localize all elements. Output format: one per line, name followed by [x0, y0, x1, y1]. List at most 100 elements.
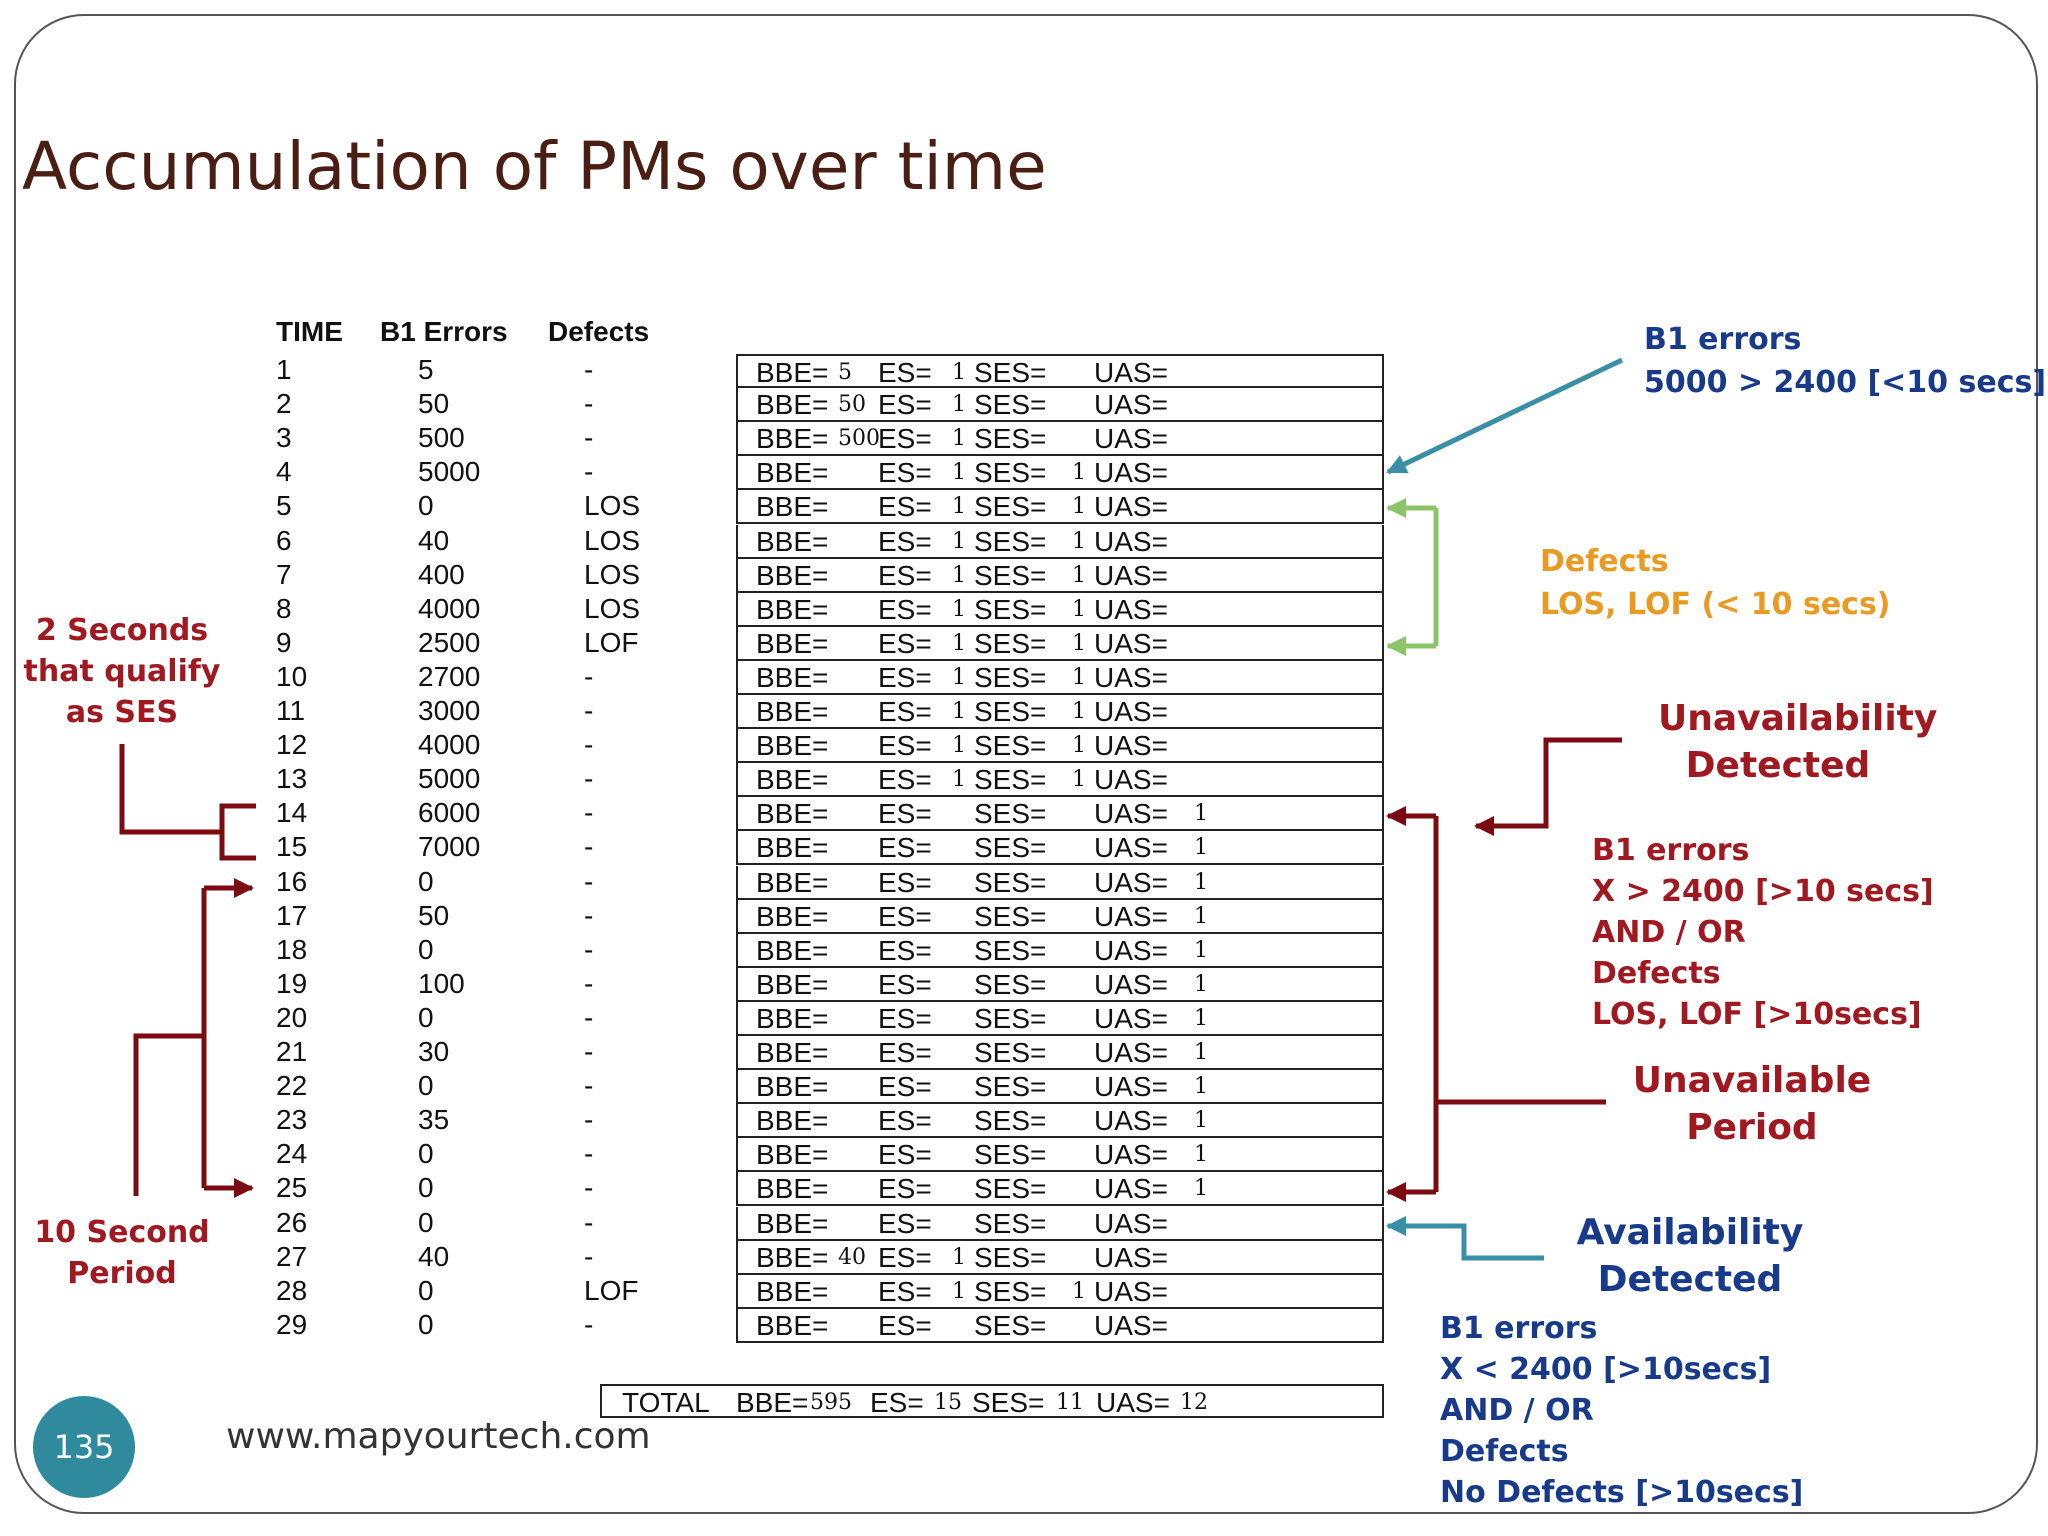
pm-uas-value: 1	[1194, 1142, 1208, 1168]
table-cell-b1: 40	[418, 1240, 450, 1272]
pm-row: BBE= 5 ES= 1 SES= UAS=	[736, 354, 1384, 388]
pm-uas-label: UAS=	[1094, 1037, 1168, 1068]
pm-es-label: ES=	[878, 389, 932, 421]
header-time: TIME	[276, 316, 343, 347]
pm-es-label: ES=	[878, 559, 932, 591]
pm-bbe-label: BBE=	[756, 457, 829, 489]
pm-bbe-value: 50	[838, 392, 866, 418]
pm-uas-label: UAS=	[1094, 525, 1168, 557]
pm-row: BBE= ES= SES= UAS= 1	[736, 865, 1384, 900]
pm-uas-label: UAS=	[1094, 1241, 1168, 1273]
pm-uas-label: UAS=	[1094, 1309, 1168, 1341]
table-cell-def: -	[584, 729, 594, 761]
pm-row: BBE= ES= SES= UAS= 1	[736, 1138, 1384, 1173]
pm-bbe-label: BBE=	[756, 525, 829, 557]
pm-uas-label: UAS=	[1094, 661, 1168, 693]
pm-es-label: ES=	[878, 696, 932, 727]
pm-row: BBE= ES= 1 SES= 1 UAS=	[736, 592, 1384, 627]
pm-bbe-label: BBE=	[756, 1037, 829, 1068]
table-cell-def: -	[584, 899, 594, 931]
avail-condition: B1 errors	[1440, 1311, 1598, 1346]
pm-ses-value: 1	[1072, 664, 1086, 690]
pm-ses-label: SES=	[974, 764, 1047, 796]
table-cell-def: -	[584, 797, 594, 829]
table-cell-def: -	[584, 695, 594, 726]
pm-ses-label: SES=	[974, 900, 1047, 932]
pm-es-label: ES=	[878, 1139, 932, 1171]
table-cell-b1: 0	[418, 1274, 434, 1306]
website-url: www.mapyourtech.com	[226, 1416, 651, 1457]
availability-conditions: B1 errors X < 2400 [>10secs] AND / OR De…	[1440, 1308, 1803, 1513]
pm-row: BBE= ES= SES= UAS= 1	[736, 933, 1384, 968]
pm-uas-label: UAS=	[1094, 934, 1168, 966]
pm-uas-label: UAS=	[1094, 1071, 1168, 1103]
pm-row: BBE= ES= 1 SES= 1 UAS=	[736, 729, 1384, 764]
availability-arrow	[1386, 1216, 1544, 1261]
table-cell-def: -	[584, 1308, 594, 1340]
pm-row: BBE= ES= SES= UAS= 1	[736, 1172, 1384, 1207]
unavailability-detected-label: Unavailability Detected	[1658, 698, 1937, 786]
pm-uas-value: 1	[1194, 1074, 1208, 1100]
pm-ses-label: SES=	[974, 1275, 1047, 1307]
pm-uas-value: 1	[1194, 903, 1208, 929]
table-cell-time: 28	[276, 1274, 308, 1306]
table-cell-b1: 50	[418, 899, 450, 931]
pm-bbe-label: BBE=	[756, 389, 829, 421]
table-cell-time: 16	[276, 865, 308, 897]
pm-bbe-label: BBE=	[756, 627, 829, 659]
pm-uas-label: UAS=	[1094, 559, 1168, 591]
pm-row: BBE= ES= 1 SES= 1 UAS=	[736, 524, 1384, 559]
pm-es-label: ES=	[878, 1037, 932, 1068]
pm-uas-label: UAS=	[1094, 696, 1168, 727]
pm-es-value: 1	[952, 494, 966, 520]
total-bbe-value: 595	[810, 1390, 852, 1415]
total-uas-value: 12	[1180, 1390, 1208, 1415]
pm-es-label: ES=	[878, 423, 932, 455]
table-cell-def: -	[584, 933, 594, 965]
table-cell-time: 18	[276, 933, 308, 965]
avail-condition: AND / OR	[1440, 1393, 1594, 1428]
pm-uas-value: 1	[1194, 937, 1208, 963]
pm-bbe-label: BBE=	[756, 1105, 829, 1137]
pm-ses-value: 1	[1072, 1278, 1086, 1304]
table-cell-def: LOF	[584, 1274, 639, 1306]
table-cell-b1: 0	[418, 1308, 434, 1340]
table-cell-b1: 0	[418, 865, 434, 897]
table-cell-time: 22	[276, 1070, 308, 1102]
pm-bbe-label: BBE=	[756, 798, 829, 830]
pm-uas-label: UAS=	[1094, 832, 1168, 864]
ses-bracket	[119, 744, 256, 861]
table-cell-b1: 0	[418, 933, 434, 965]
pm-ses-value: 1	[1072, 460, 1086, 486]
pm-ses-label: SES=	[974, 457, 1047, 489]
pm-ses-label: SES=	[974, 559, 1047, 591]
table-cell-time: 10	[276, 660, 308, 692]
period-note-line: Period	[67, 1256, 177, 1291]
table-cell-time: 20	[276, 1001, 308, 1033]
pm-bbe-label: BBE=	[756, 661, 829, 693]
pm-uas-value: 1	[1194, 1108, 1208, 1134]
pm-uas-label: UAS=	[1094, 1173, 1168, 1205]
ses-note-line: as SES	[65, 695, 179, 730]
pm-row: BBE= ES= 1 SES= 1 UAS=	[736, 660, 1384, 695]
table-cell-b1: 0	[418, 1206, 434, 1238]
table-cell-time: 17	[276, 899, 308, 931]
table-cell-b1: 6000	[418, 797, 481, 829]
table-cell-time: 4	[276, 456, 292, 488]
pm-es-label: ES=	[878, 1105, 932, 1137]
table-cell-time: 5	[276, 490, 292, 522]
table-cell-def: LOS	[584, 558, 641, 590]
pm-ses-label: SES=	[974, 357, 1047, 388]
table-cell-b1: 0	[418, 1070, 434, 1102]
pm-bbe-label: BBE=	[756, 1071, 829, 1103]
table-cell-time: 3	[276, 422, 292, 454]
table-cell-time: 12	[276, 729, 308, 761]
pm-bbe-label: BBE=	[756, 900, 829, 932]
pm-es-value: 1	[952, 1278, 966, 1304]
pm-es-label: ES=	[878, 457, 932, 489]
pm-es-label: ES=	[878, 1309, 932, 1341]
availability-detected-line2: Detected	[1597, 1259, 1783, 1300]
pm-bbe-label: BBE=	[756, 764, 829, 796]
